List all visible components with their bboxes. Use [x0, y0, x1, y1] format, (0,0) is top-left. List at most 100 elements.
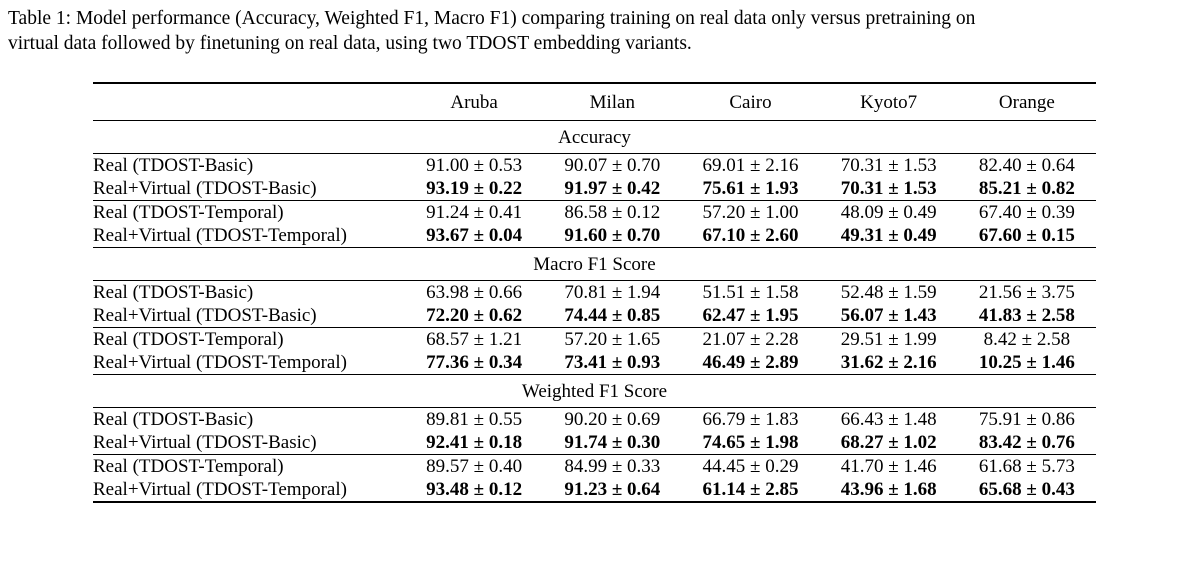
- header-empty-cell: [93, 83, 405, 121]
- value-cell: 66.79 ± 1.83: [702, 409, 799, 430]
- value-cell: 89.81 ± 0.55: [426, 409, 523, 430]
- value-cell: 93.19 ± 0.22: [426, 178, 523, 199]
- value-cell: 21.56 ± 3.75: [978, 282, 1075, 303]
- value-cell: 91.97 ± 0.42: [564, 178, 661, 199]
- column-header: Orange: [998, 91, 1055, 113]
- row-label: Real (TDOST-Temporal): [93, 456, 284, 477]
- value-cell: 91.60 ± 0.70: [564, 225, 661, 246]
- value-cell: 86.58 ± 0.12: [564, 202, 661, 223]
- table-caption: Table 1: Model performance (Accuracy, We…: [8, 6, 1196, 56]
- table-row: Real+Virtual (TDOST-Basic) 93.19 ± 0.22 91…: [93, 177, 1096, 201]
- table-row: Real (TDOST-Basic) 89.81 ± 0.55 90.20 ± 0.…: [93, 407, 1096, 432]
- value-cell: 8.42 ± 2.58: [983, 329, 1071, 350]
- value-cell: 93.48 ± 0.12: [426, 479, 523, 500]
- row-label: Real (TDOST-Basic): [93, 409, 254, 430]
- value-cell: 83.42 ± 0.76: [978, 432, 1075, 453]
- value-cell: 43.96 ± 1.68: [840, 479, 937, 500]
- value-cell: 91.24 ± 0.41: [426, 202, 523, 223]
- row-label: Real (TDOST-Basic): [93, 155, 254, 176]
- row-label: Real+Virtual (TDOST-Basic): [93, 178, 317, 199]
- value-cell: 77.36 ± 0.34: [426, 352, 523, 373]
- table-row: Real (TDOST-Temporal) 91.24 ± 0.41 86.58 ±…: [93, 200, 1096, 225]
- value-cell: 61.68 ± 5.73: [978, 456, 1075, 477]
- column-header: Kyoto7: [860, 91, 918, 113]
- column-header: Aruba: [450, 91, 498, 113]
- value-cell: 49.31 ± 0.49: [840, 225, 937, 246]
- value-cell: 46.49 ± 2.89: [702, 352, 799, 373]
- value-cell: 63.98 ± 0.66: [426, 282, 523, 303]
- value-cell: 89.57 ± 0.40: [426, 456, 523, 477]
- value-cell: 10.25 ± 1.46: [978, 352, 1075, 373]
- value-cell: 84.99 ± 0.33: [564, 456, 661, 477]
- value-cell: 51.51 ± 1.58: [702, 282, 799, 303]
- value-cell: 21.07 ± 2.28: [702, 329, 799, 350]
- section-title: Macro F1 Score: [533, 253, 656, 275]
- value-cell: 69.01 ± 2.16: [702, 155, 799, 176]
- value-cell: 41.83 ± 2.58: [978, 305, 1075, 326]
- value-cell: 90.07 ± 0.70: [564, 155, 661, 176]
- value-cell: 70.31 ± 1.53: [840, 178, 937, 199]
- value-cell: 68.57 ± 1.21: [426, 329, 523, 350]
- caption-line-1: Table 1: Model performance (Accuracy, We…: [8, 8, 976, 29]
- value-cell: 74.65 ± 1.98: [702, 432, 799, 453]
- row-label: Real (TDOST-Temporal): [93, 329, 284, 350]
- value-cell: 75.91 ± 0.86: [978, 409, 1075, 430]
- value-cell: 56.07 ± 1.43: [840, 305, 937, 326]
- table-row: Real (TDOST-Temporal) 89.57 ± 0.40 84.99 ±…: [93, 454, 1096, 479]
- table-row: Real+Virtual (TDOST-Temporal) 93.67 ± 0.0…: [93, 224, 1096, 248]
- value-cell: 70.31 ± 1.53: [840, 155, 937, 176]
- value-cell: 44.45 ± 0.29: [702, 456, 799, 477]
- results-table: Aruba Milan Cairo Kyoto7 Orange Accuracy…: [93, 82, 1096, 503]
- value-cell: 67.40 ± 0.39: [978, 202, 1075, 223]
- value-cell: 41.70 ± 1.46: [840, 456, 937, 477]
- section-title: Weighted F1 Score: [521, 380, 668, 402]
- value-cell: 73.41 ± 0.93: [564, 352, 661, 373]
- value-cell: 85.21 ± 0.82: [978, 178, 1075, 199]
- column-header: Milan: [589, 91, 635, 113]
- row-label: Real+Virtual (TDOST-Temporal): [93, 225, 347, 246]
- table-row: Real+Virtual (TDOST-Basic) 72.20 ± 0.62 74…: [93, 304, 1096, 328]
- value-cell: 29.51 ± 1.99: [840, 329, 937, 350]
- value-cell: 93.67 ± 0.04: [426, 225, 523, 246]
- value-cell: 91.00 ± 0.53: [426, 155, 523, 176]
- header-row: Aruba Milan Cairo Kyoto7 Orange: [93, 83, 1096, 121]
- value-cell: 91.23 ± 0.64: [564, 479, 661, 500]
- value-cell: 92.41 ± 0.18: [426, 432, 523, 453]
- table-row: Real (TDOST-Basic) 63.98 ± 0.66 70.81 ± 1.…: [93, 280, 1096, 305]
- row-label: Real+Virtual (TDOST-Basic): [93, 432, 317, 453]
- value-cell: 62.47 ± 1.95: [702, 305, 799, 326]
- value-cell: 91.74 ± 0.30: [564, 432, 661, 453]
- section-header-row: Weighted F1 Score: [93, 374, 1096, 408]
- value-cell: 74.44 ± 0.85: [564, 305, 661, 326]
- row-label: Real+Virtual (TDOST-Temporal): [93, 479, 347, 500]
- section-title: Accuracy: [558, 126, 631, 148]
- value-cell: 75.61 ± 1.93: [702, 178, 799, 199]
- value-cell: 65.68 ± 0.43: [978, 479, 1075, 500]
- section-header-row: Accuracy: [93, 120, 1096, 154]
- value-cell: 66.43 ± 1.48: [840, 409, 937, 430]
- table-row: Real+Virtual (TDOST-Temporal) 77.36 ± 0.3…: [93, 351, 1096, 375]
- value-cell: 70.81 ± 1.94: [564, 282, 661, 303]
- column-header: Cairo: [729, 91, 772, 113]
- table-row: Real (TDOST-Basic) 91.00 ± 0.53 90.07 ± 0.…: [93, 153, 1096, 178]
- value-cell: 57.20 ± 1.00: [702, 202, 799, 223]
- section-header-row: Macro F1 Score: [93, 247, 1096, 281]
- table-row: Real+Virtual (TDOST-Basic) 92.41 ± 0.18 91…: [93, 431, 1096, 455]
- value-cell: 72.20 ± 0.62: [426, 305, 523, 326]
- row-label: Real+Virtual (TDOST-Temporal): [93, 352, 347, 373]
- value-cell: 68.27 ± 1.02: [840, 432, 937, 453]
- value-cell: 57.20 ± 1.65: [564, 329, 661, 350]
- value-cell: 90.20 ± 0.69: [564, 409, 661, 430]
- value-cell: 67.60 ± 0.15: [978, 225, 1075, 246]
- caption-line-2: virtual data followed by finetuning on r…: [8, 33, 692, 54]
- value-cell: 67.10 ± 2.60: [702, 225, 799, 246]
- row-label: Real (TDOST-Temporal): [93, 202, 284, 223]
- value-cell: 48.09 ± 0.49: [840, 202, 937, 223]
- table-body: Accuracy Real (TDOST-Basic) 91.00 ± 0.53 90…: [93, 120, 1096, 502]
- value-cell: 31.62 ± 2.16: [840, 352, 937, 373]
- value-cell: 52.48 ± 1.59: [840, 282, 937, 303]
- table-row: Real (TDOST-Temporal) 68.57 ± 1.21 57.20 ±…: [93, 327, 1096, 352]
- value-cell: 82.40 ± 0.64: [978, 155, 1075, 176]
- table-row: Real+Virtual (TDOST-Temporal) 93.48 ± 0.1…: [93, 478, 1096, 502]
- row-label: Real (TDOST-Basic): [93, 282, 254, 303]
